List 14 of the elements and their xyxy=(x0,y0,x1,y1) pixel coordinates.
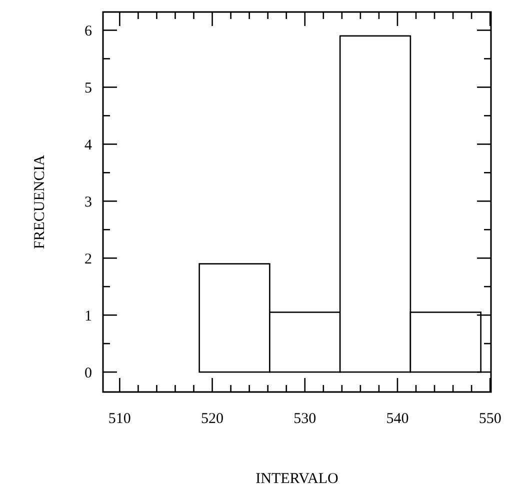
x-tick-label: 540 xyxy=(386,411,409,427)
y-tick-label: 5 xyxy=(84,80,92,96)
y-tick-label: 0 xyxy=(84,365,92,382)
y-tick-label: 3 xyxy=(84,194,92,210)
x-tick-label: 550 xyxy=(478,411,502,427)
y-tick-label: 1 xyxy=(84,308,92,324)
y-tick-label: 2 xyxy=(84,251,92,268)
x-tick-label: 530 xyxy=(294,411,316,427)
x-tick-label: 510 xyxy=(108,411,131,427)
y-axis-title: FRECUENCIA xyxy=(32,154,48,250)
y-tick-label: 4 xyxy=(84,137,92,154)
x-axis-title: INTERVALO xyxy=(256,471,339,487)
x-tick-label: 520 xyxy=(201,411,224,427)
y-tick-label: 6 xyxy=(84,23,92,40)
